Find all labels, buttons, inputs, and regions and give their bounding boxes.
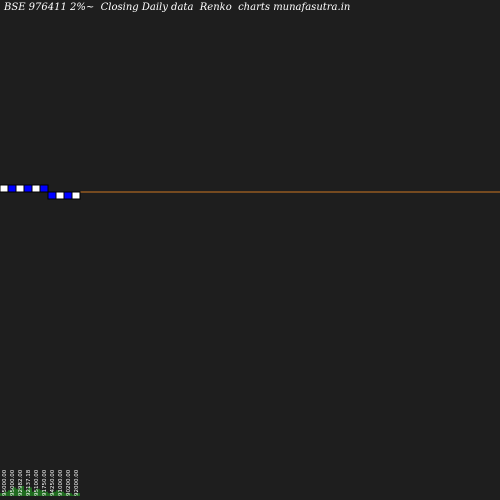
volume-bar bbox=[32, 491, 36, 496]
x-tick-label: 91000.00 bbox=[58, 469, 64, 496]
renko-brick-up bbox=[15, 184, 25, 193]
x-tick-label: 94250.00 bbox=[50, 469, 56, 496]
x-tick-label: 92982.00 bbox=[18, 469, 24, 496]
volume-bar bbox=[24, 490, 28, 496]
x-axis-labels: 95000.00 95000.00 92982.00 92137.18 95100.00… bbox=[2, 469, 80, 496]
volume-bar bbox=[0, 493, 4, 496]
volume-bar bbox=[56, 490, 60, 496]
renko-brick-down bbox=[47, 191, 57, 200]
volume-bar bbox=[4, 491, 8, 496]
volume-bar bbox=[72, 494, 76, 496]
x-tick-label: 92137.18 bbox=[26, 469, 32, 496]
volume-bar bbox=[44, 491, 48, 496]
volume-bar bbox=[48, 493, 52, 496]
volume-bar bbox=[60, 491, 64, 496]
renko-brick-up bbox=[55, 191, 65, 200]
volume-bar bbox=[8, 490, 12, 496]
volume-bar bbox=[68, 493, 72, 496]
volume-bar bbox=[36, 488, 40, 496]
renko-brick-up bbox=[0, 184, 9, 193]
volume-bars bbox=[0, 486, 80, 496]
volume-bar bbox=[12, 487, 16, 496]
renko-brick-down bbox=[23, 184, 33, 193]
volume-bar bbox=[76, 493, 80, 496]
renko-brick-down bbox=[7, 184, 17, 193]
volume-bar bbox=[64, 493, 68, 496]
renko-brick-up bbox=[31, 184, 41, 193]
x-tick-label: 95000.00 bbox=[10, 469, 16, 496]
volume-bar bbox=[40, 490, 44, 496]
x-tick-label: 95100.00 bbox=[34, 469, 40, 496]
volume-bar bbox=[20, 486, 24, 496]
x-tick-label: 92000.00 bbox=[74, 469, 80, 496]
volume-bar bbox=[28, 487, 32, 496]
volume-bar bbox=[16, 488, 20, 496]
renko-brick-down bbox=[39, 184, 49, 193]
renko-brick-down bbox=[63, 191, 73, 200]
chart-title: BSE 976411 2%~ Closing Daily data Renko … bbox=[4, 2, 351, 13]
renko-bricks bbox=[0, 184, 81, 200]
renko-brick-up bbox=[71, 191, 81, 200]
x-tick-label: 95000.00 bbox=[2, 469, 8, 496]
x-tick-label: 91750.00 bbox=[42, 469, 48, 496]
x-tick-label: 90200.00 bbox=[66, 469, 72, 496]
volume-bar bbox=[52, 491, 56, 496]
